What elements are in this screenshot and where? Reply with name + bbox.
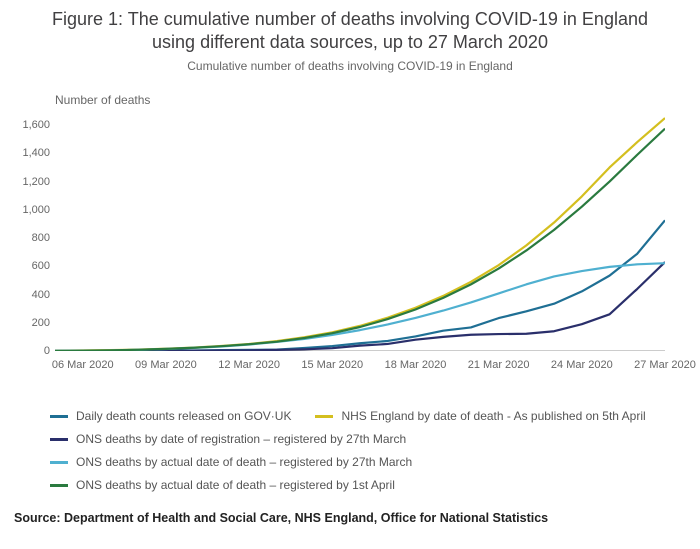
- legend-label: ONS deaths by actual date of death – reg…: [76, 478, 395, 492]
- x-tick-label: 06 Mar 2020: [52, 359, 114, 371]
- y-tick-label: 400: [5, 289, 50, 301]
- legend-item: ONS deaths by date of registration – reg…: [50, 432, 406, 446]
- legend-item: ONS deaths by actual date of death – reg…: [50, 478, 395, 492]
- legend-label: ONS deaths by actual date of death – reg…: [76, 455, 412, 469]
- series-line: [55, 129, 665, 351]
- x-tick-label: 27 Mar 2020: [634, 359, 696, 371]
- x-tick-label: 21 Mar 2020: [468, 359, 530, 371]
- legend-label: ONS deaths by date of registration – reg…: [76, 432, 406, 446]
- legend: Daily death counts released on GOV·UK NHS…: [0, 391, 700, 492]
- x-tick-label: 12 Mar 2020: [218, 359, 280, 371]
- y-tick-label: 1,600: [5, 119, 50, 131]
- x-tick-label: 24 Mar 2020: [551, 359, 613, 371]
- legend-item: NHS England by date of death - As publis…: [315, 409, 645, 423]
- legend-item: Daily death counts released on GOV·UK: [50, 409, 291, 423]
- legend-label: Daily death counts released on GOV·UK: [76, 409, 291, 423]
- series-line: [55, 262, 665, 351]
- chart-subtitle: Cumulative number of deaths involving CO…: [0, 55, 700, 81]
- series-line: [55, 118, 665, 351]
- legend-row: Daily death counts released on GOV·UK NHS…: [50, 409, 670, 423]
- legend-swatch: [50, 415, 68, 418]
- legend-swatch: [315, 415, 333, 418]
- legend-swatch: [50, 438, 68, 441]
- legend-row: ONS deaths by date of registration – reg…: [50, 432, 670, 446]
- series-line: [55, 263, 665, 351]
- legend-row: ONS deaths by actual date of death – reg…: [50, 455, 670, 469]
- y-tick-label: 0: [5, 345, 50, 357]
- chart-area: Number of deaths 02004006008001,0001,200…: [0, 101, 700, 391]
- chart-plot: [55, 111, 665, 351]
- x-tick-label: 15 Mar 2020: [301, 359, 363, 371]
- x-tick-label: 09 Mar 2020: [135, 359, 197, 371]
- legend-label: NHS England by date of death - As publis…: [341, 409, 645, 423]
- y-axis-label: Number of deaths: [55, 93, 150, 107]
- y-tick-label: 1,200: [5, 176, 50, 188]
- chart-title: Figure 1: The cumulative number of death…: [0, 0, 700, 55]
- y-tick-label: 1,000: [5, 204, 50, 216]
- legend-row: ONS deaths by actual date of death – reg…: [50, 478, 670, 492]
- x-tick-label: 18 Mar 2020: [385, 359, 447, 371]
- legend-swatch: [50, 461, 68, 464]
- y-tick-label: 800: [5, 232, 50, 244]
- series-line: [55, 220, 665, 351]
- source-line: Source: Department of Health and Social …: [0, 501, 700, 525]
- legend-swatch: [50, 484, 68, 487]
- figure-container: Figure 1: The cumulative number of death…: [0, 0, 700, 549]
- y-tick-label: 1,400: [5, 147, 50, 159]
- y-tick-label: 600: [5, 260, 50, 272]
- legend-item: ONS deaths by actual date of death – reg…: [50, 455, 412, 469]
- y-tick-label: 200: [5, 317, 50, 329]
